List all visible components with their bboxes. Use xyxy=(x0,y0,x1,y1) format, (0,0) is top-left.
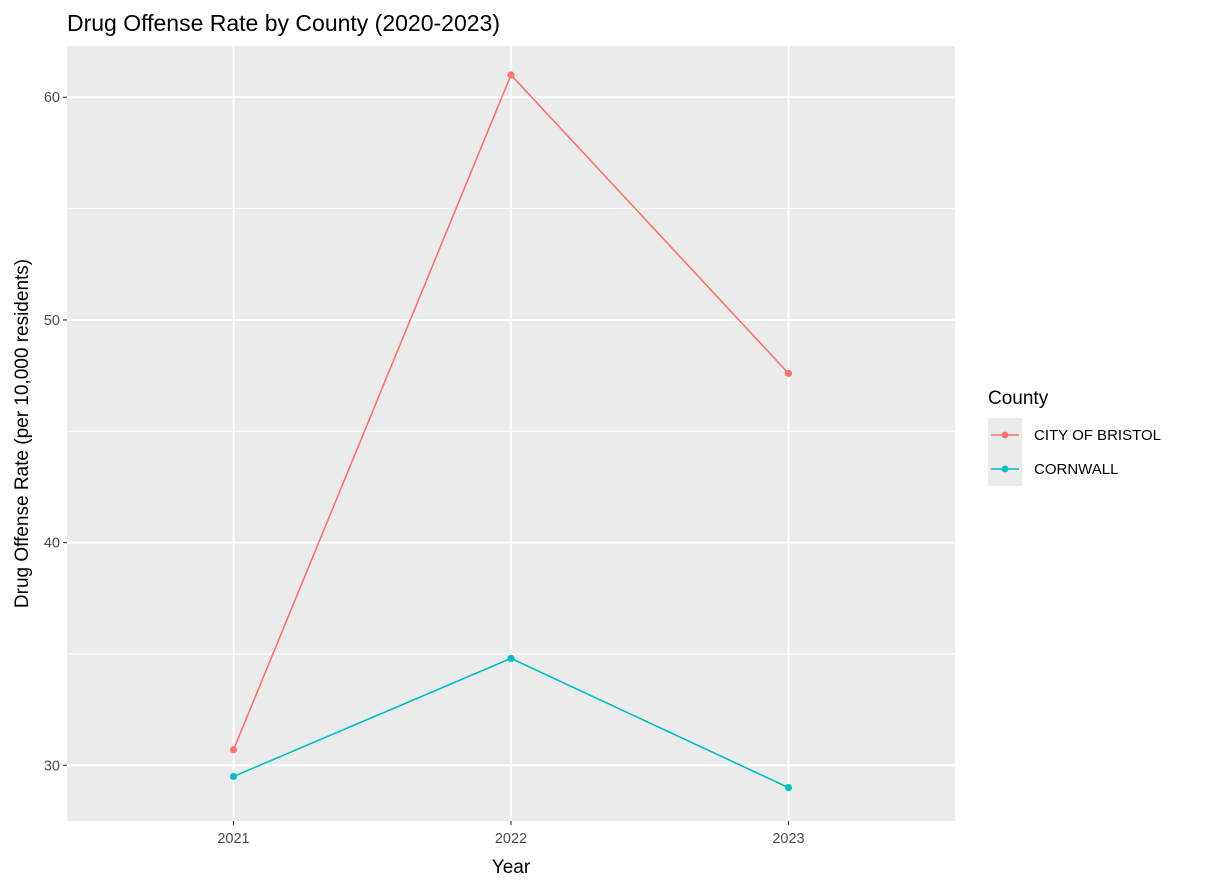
chart-title: Drug Offense Rate by County (2020-2023) xyxy=(67,10,500,36)
series-cornwall xyxy=(229,654,793,792)
legend-key-point xyxy=(1001,431,1009,439)
y-tick-label: 60 xyxy=(44,90,60,106)
data-point xyxy=(507,654,515,663)
legend-label: CORNWALL xyxy=(1034,461,1118,478)
y-tick-label: 40 xyxy=(44,536,60,552)
legend-key-point xyxy=(1001,465,1009,473)
x-tick-label: 2023 xyxy=(772,831,804,847)
y-axis: 30 40 50 60 xyxy=(44,90,67,774)
data-point xyxy=(784,369,793,377)
legend-items: CITY OF BRISTOL CORNWALL xyxy=(988,418,1161,486)
x-axis: 2021 2022 2023 xyxy=(217,821,805,847)
data-point xyxy=(507,71,515,79)
series-layer xyxy=(229,71,793,792)
y-axis-title: Drug Offense Rate (per 10,000 residents) xyxy=(12,259,33,608)
legend: County CITY OF BRISTOL CORNWALL xyxy=(988,388,1161,486)
y-tick-label: 30 xyxy=(44,758,60,774)
legend-label: CITY OF BRISTOL xyxy=(1034,427,1161,444)
x-tick-label: 2022 xyxy=(495,831,527,847)
data-point xyxy=(784,783,793,792)
data-point xyxy=(229,746,238,754)
data-point xyxy=(229,772,238,781)
x-axis-title: Year xyxy=(492,857,531,878)
legend-item: CORNWALL xyxy=(988,452,1118,486)
series-city-of-bristol xyxy=(229,71,793,754)
plot-panel xyxy=(67,46,955,821)
legend-title: County xyxy=(988,388,1049,409)
legend-item: CITY OF BRISTOL xyxy=(988,418,1161,452)
major-gridlines-x xyxy=(232,46,790,821)
x-tick-label: 2021 xyxy=(217,831,249,847)
y-tick-label: 50 xyxy=(44,313,60,329)
